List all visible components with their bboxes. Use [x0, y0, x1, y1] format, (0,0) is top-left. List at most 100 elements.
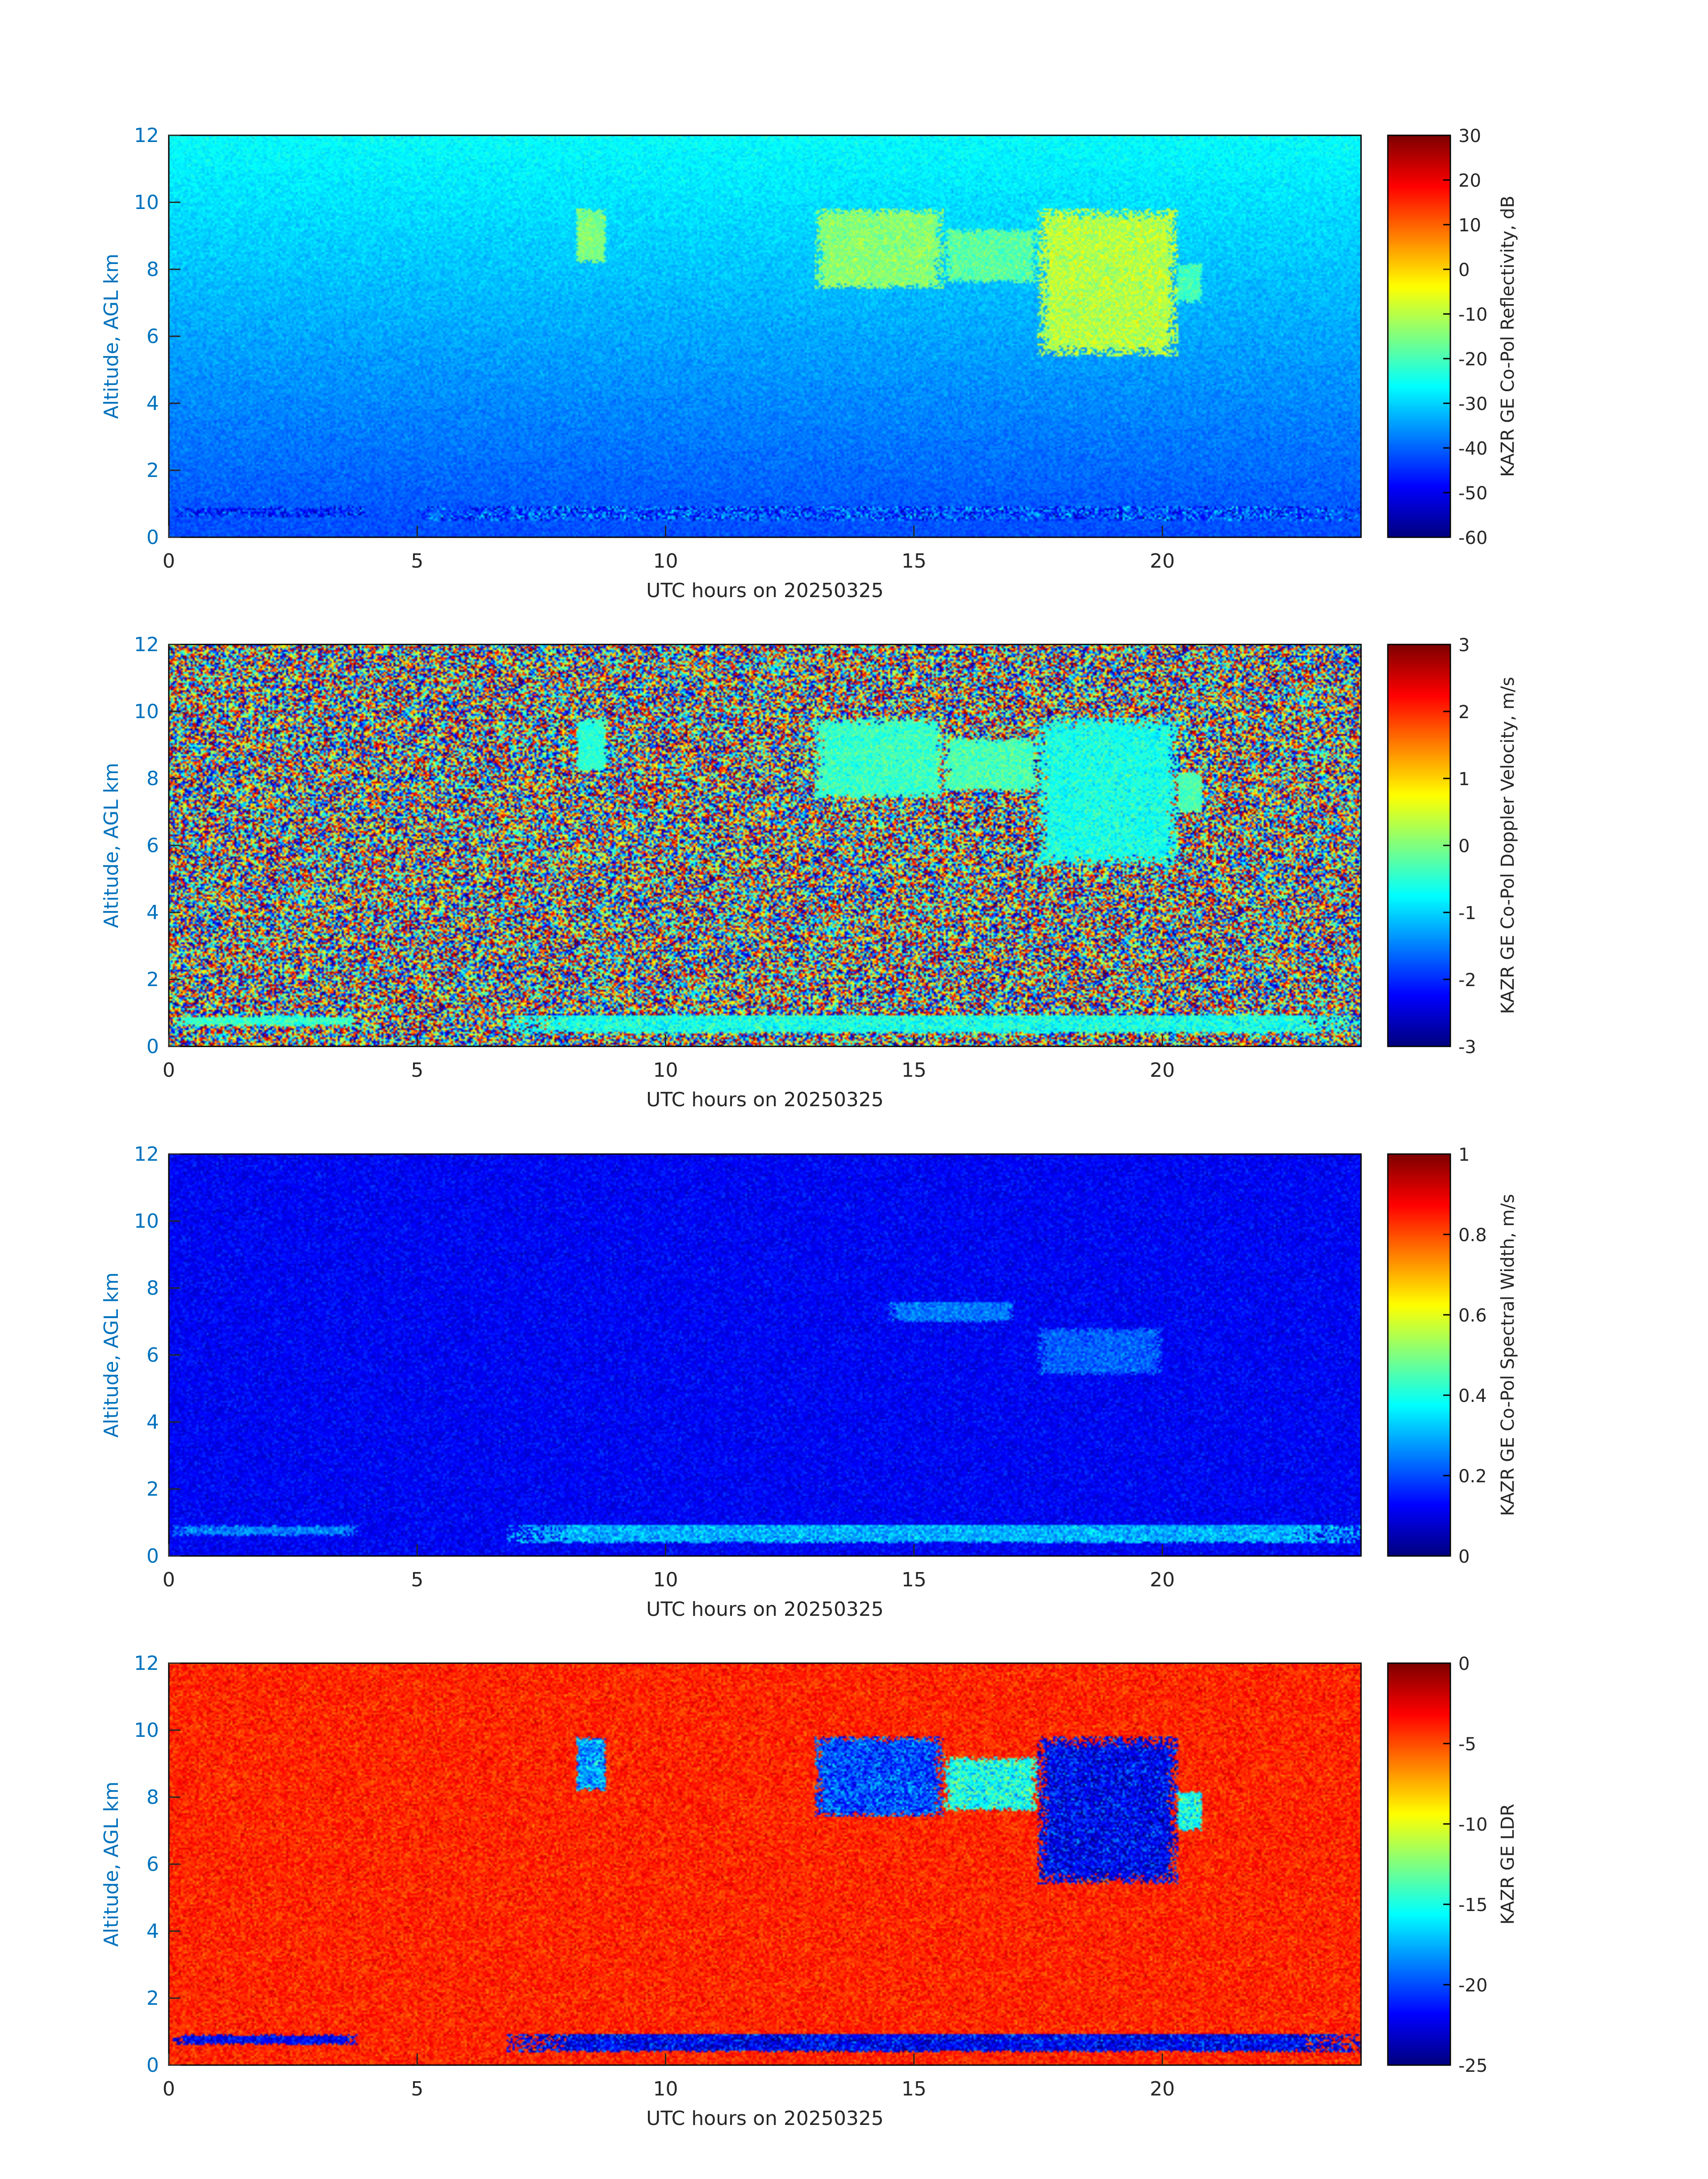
x-tick-label: 5 — [411, 1568, 423, 1591]
colorbar-tick-label: 1 — [1458, 769, 1470, 790]
x-tick-label: 15 — [902, 550, 927, 573]
colorbar-tick-label: -20 — [1458, 1975, 1487, 1996]
x-tick-label: 5 — [411, 2078, 423, 2100]
x-tick-label: 15 — [902, 1059, 927, 1082]
colorbar-tick-label: -40 — [1458, 439, 1487, 459]
y-tick-label: 6 — [146, 325, 159, 348]
colorbar-tick-label: 10 — [1458, 215, 1481, 236]
y-axis-label: Altitude, AGL km — [100, 254, 123, 419]
y-tick-label: 0 — [146, 526, 159, 549]
x-axis-label: UTC hours on 20250325 — [646, 1088, 884, 1111]
y-tick-label: 6 — [146, 1853, 159, 1876]
y-tick-label: 12 — [134, 124, 159, 147]
colorbar-tick-label: -60 — [1458, 528, 1487, 548]
x-tick-label: 10 — [653, 1059, 678, 1082]
y-tick-label: 0 — [146, 2054, 159, 2077]
colorbar-tick-label: -10 — [1458, 305, 1487, 325]
colorbar-frame — [1387, 134, 1451, 538]
colorbar-tick-label: 3 — [1458, 635, 1470, 656]
colorbar-tick-label: -20 — [1458, 349, 1487, 370]
x-tick-label: 0 — [163, 2078, 175, 2100]
colorbar-tick-label: 20 — [1458, 171, 1481, 191]
radar-field-image — [169, 1154, 1361, 1556]
radar-field-image — [169, 1663, 1361, 2065]
colorbar-gradient — [1388, 644, 1450, 1046]
y-axis-label: Altitude, AGL km — [100, 763, 123, 928]
x-tick-label: 5 — [411, 550, 423, 573]
y-tick-label: 12 — [134, 633, 159, 656]
colorbar-label: KAZR GE Co-Pol Reflectivity, dB — [1498, 196, 1518, 477]
colorbar-tick-label: -5 — [1458, 1734, 1476, 1755]
y-tick-label: 2 — [146, 459, 159, 482]
x-tick-label: 10 — [653, 2078, 678, 2100]
y-tick-label: 0 — [146, 1545, 159, 1568]
y-tick-label: 4 — [146, 392, 159, 415]
colorbar-tick-label: 0.6 — [1458, 1305, 1487, 1326]
colorbar-tick-label: 0.8 — [1458, 1225, 1487, 1246]
colorbar-tick-label: 30 — [1458, 126, 1481, 146]
colorbar-gradient — [1388, 1663, 1450, 2065]
y-tick-label: 8 — [146, 1277, 159, 1300]
colorbar-tick-label: 0 — [1458, 1654, 1470, 1674]
y-tick-label: 8 — [146, 1786, 159, 1809]
x-tick-label: 0 — [163, 1059, 175, 1082]
x-tick-label: 0 — [163, 1568, 175, 1591]
x-tick-label: 20 — [1150, 2078, 1175, 2100]
panel-1: 0 5 10 15 20 0 2 4 6 8 10 12 UTC hours on 20250325 Al… — [100, 124, 1518, 602]
x-tick-label: 15 — [902, 2078, 927, 2100]
y-tick-label: 2 — [146, 1478, 159, 1501]
radar-field-image — [169, 135, 1361, 537]
y-axis-label: Altitude, AGL km — [100, 1272, 123, 1438]
colorbar-tick-label: -1 — [1458, 903, 1476, 924]
x-tick-label: 20 — [1150, 550, 1175, 573]
colorbar-label: KAZR GE Co-Pol Spectral Width, m/s — [1498, 1194, 1518, 1516]
colorbar-frame — [1387, 1153, 1451, 1557]
y-tick-label: 6 — [146, 1344, 159, 1367]
y-tick-label: 2 — [146, 1987, 159, 2010]
colorbar-tick-label: -30 — [1458, 394, 1487, 414]
radar-field-image — [169, 644, 1361, 1046]
y-tick-label: 8 — [146, 767, 159, 790]
colorbar-tick-label: 2 — [1458, 702, 1470, 723]
x-tick-label: 5 — [411, 1059, 423, 1082]
y-tick-label: 10 — [134, 700, 159, 723]
colorbar-tick-label: 0.2 — [1458, 1466, 1487, 1487]
y-tick-label: 10 — [134, 1719, 159, 1742]
colorbar-tick-label: 0 — [1458, 1547, 1470, 1567]
x-tick-label: 20 — [1150, 1059, 1175, 1082]
y-tick-label: 0 — [146, 1035, 159, 1058]
colorbar-tick-label: 0.4 — [1458, 1386, 1487, 1406]
y-tick-label: 4 — [146, 901, 159, 924]
colorbar-gradient — [1388, 1154, 1450, 1556]
colorbar-tick-label: -15 — [1458, 1895, 1487, 1916]
x-tick-label: 20 — [1150, 1568, 1175, 1591]
x-axis-label: UTC hours on 20250325 — [646, 1598, 884, 1621]
colorbar-tick-label: 1 — [1458, 1145, 1470, 1165]
y-tick-label: 12 — [134, 1143, 159, 1166]
y-tick-label: 10 — [134, 1210, 159, 1233]
x-tick-label: 10 — [653, 550, 678, 573]
colorbar-tick-label: -10 — [1458, 1815, 1487, 1835]
colorbar-frame — [1387, 1662, 1451, 2066]
colorbar-tick-label: -3 — [1458, 1037, 1476, 1058]
y-tick-label: 2 — [146, 968, 159, 991]
y-tick-label: 10 — [134, 191, 159, 214]
x-axis-label: UTC hours on 20250325 — [646, 2107, 884, 2130]
colorbar-gradient — [1388, 135, 1450, 537]
colorbar-tick-label: -50 — [1458, 483, 1487, 504]
y-axis-label: Altitude, AGL km — [100, 1782, 123, 1947]
y-tick-label: 6 — [146, 834, 159, 857]
colorbar-tick-label: 0 — [1458, 836, 1470, 857]
colorbar-tick-label: -25 — [1458, 2056, 1487, 2076]
x-tick-label: 10 — [653, 1568, 678, 1591]
y-tick-label: 8 — [146, 258, 159, 281]
y-tick-label: 4 — [146, 1920, 159, 1943]
panel-4: 0 5 10 15 20 0 2 4 6 8 10 12 UTC hours on 20250325 Al… — [100, 1652, 1518, 2130]
x-tick-label: 0 — [163, 550, 175, 573]
colorbar-label: KAZR GE LDR — [1498, 1804, 1518, 1925]
colorbar-label: KAZR GE Co-Pol Doppler Velocity, m/s — [1498, 677, 1518, 1014]
